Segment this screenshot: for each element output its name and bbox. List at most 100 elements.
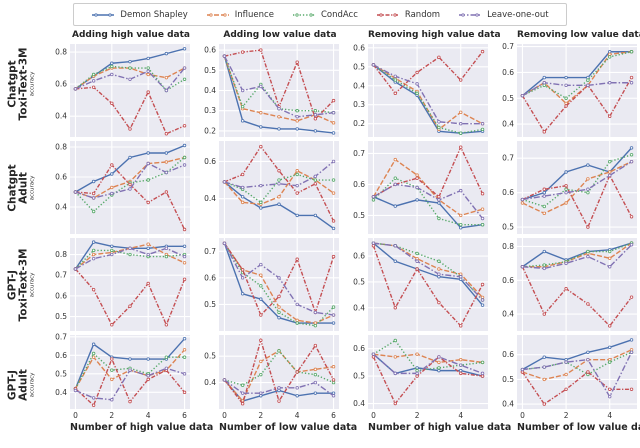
- data-point-demon-shapley: [313, 129, 318, 133]
- data-point-random: [437, 300, 441, 305]
- data-point-condacc: [393, 78, 397, 82]
- data-point-random: [164, 323, 169, 327]
- data-point-leave-one-out: [110, 252, 114, 257]
- data-point-influence: [91, 252, 96, 257]
- subplot-r2-c0: 0.5 0.6 0.7 0.8: [55, 238, 190, 331]
- data-point-demon-shapley: [437, 201, 441, 205]
- data-point-leave-one-out: [480, 298, 485, 302]
- series-line-condacc: [522, 351, 632, 376]
- svg-text:0: 0: [371, 411, 376, 420]
- data-point-random: [459, 78, 463, 82]
- series-line-condacc: [373, 242, 484, 301]
- data-point-leave-one-out: [128, 368, 132, 372]
- data-point-condacc: [331, 380, 336, 385]
- data-point-random: [295, 60, 299, 64]
- svg-text:0.6: 0.6: [353, 344, 365, 353]
- series-line-leave-one-out: [373, 64, 483, 125]
- data-point-leave-one-out: [313, 174, 318, 179]
- svg-text:0.4: 0.4: [353, 399, 365, 408]
- data-point-random: [415, 176, 419, 180]
- svg-text:0.7: 0.7: [353, 149, 365, 158]
- data-point-condacc: [259, 200, 263, 205]
- data-point-condacc: [437, 366, 441, 370]
- data-point-demon-shapley: [91, 179, 96, 184]
- data-point-condacc: [240, 383, 245, 387]
- data-point-demon-shapley: [91, 342, 96, 346]
- data-point-demon-shapley: [110, 244, 114, 248]
- data-point-influence: [608, 256, 612, 260]
- data-point-influence: [437, 360, 441, 365]
- data-point-condacc: [542, 263, 546, 267]
- data-point-random: [295, 191, 299, 195]
- series-line-random: [372, 51, 484, 95]
- series-line-influence: [522, 51, 632, 105]
- data-point-random: [331, 98, 336, 103]
- data-point-random: [393, 401, 397, 406]
- svg-text:0.6: 0.6: [353, 252, 365, 261]
- data-point-leave-one-out: [240, 185, 245, 190]
- data-point-random: [564, 104, 568, 108]
- data-point-random: [629, 215, 634, 219]
- data-point-influence: [331, 365, 336, 369]
- data-point-leave-one-out: [520, 197, 525, 202]
- series-line-random: [521, 371, 632, 406]
- data-point-condacc: [128, 66, 132, 70]
- series-line-demon-shapley: [522, 242, 632, 268]
- legend-line-sample-icon: [459, 12, 482, 17]
- svg-text:0.5: 0.5: [502, 223, 514, 232]
- data-point-influence: [564, 372, 568, 377]
- data-point-demon-shapley: [564, 75, 568, 80]
- data-point-demon-shapley: [277, 202, 281, 206]
- data-point-influence: [164, 75, 169, 80]
- data-point-random: [480, 282, 485, 287]
- series-line-condacc: [373, 64, 483, 134]
- svg-text:0.6: 0.6: [55, 291, 67, 300]
- svg-text:0.2: 0.2: [353, 119, 365, 128]
- data-point-influence: [586, 177, 590, 181]
- legend-item-influence: Influence: [206, 10, 274, 20]
- data-point-condacc: [164, 254, 169, 259]
- svg-text:0.6: 0.6: [55, 351, 67, 360]
- legend-item-leave-one-out: Leave-one-out: [458, 10, 549, 20]
- data-point-leave-one-out: [164, 366, 169, 370]
- subplot-title: Adding low value data: [223, 30, 337, 40]
- data-point-random: [564, 387, 568, 391]
- row-label-chatgpt-adult: Chatgpt Adult accuracy: [1, 139, 43, 236]
- data-point-random: [586, 225, 590, 229]
- data-point-demon-shapley: [91, 240, 96, 244]
- data-point-random: [182, 277, 187, 282]
- data-point-influence: [542, 377, 546, 382]
- data-point-condacc: [480, 360, 485, 365]
- data-point-leave-one-out: [371, 195, 376, 199]
- series-line-leave-one-out: [372, 353, 483, 375]
- series-line-leave-one-out: [522, 351, 633, 399]
- subplot-r0-c3: 0.4 0.5 0.6 0.7: [502, 42, 637, 137]
- legend-item-demon-shapley: Demon Shapley: [91, 9, 188, 20]
- svg-text:0: 0: [222, 411, 227, 420]
- data-point-influence: [393, 355, 397, 359]
- data-point-demon-shapley: [331, 391, 336, 395]
- svg-text:0.6: 0.6: [502, 350, 514, 359]
- data-point-leave-one-out: [259, 84, 263, 89]
- data-point-leave-one-out: [110, 72, 114, 77]
- data-point-leave-one-out: [459, 122, 463, 126]
- data-point-leave-one-out: [437, 120, 441, 124]
- series-line-demon-shapley: [373, 242, 484, 306]
- subplot-r3-c2: 0.4 0.5 0.6 0 2 4: [353, 335, 488, 420]
- data-point-demon-shapley: [240, 119, 245, 123]
- data-point-leave-one-out: [564, 261, 568, 266]
- subplot-r0-c1: 0.2 0.3 0.4 0.5 0.6: [204, 44, 339, 137]
- row-label-line2: Adult: [17, 171, 30, 204]
- data-point-leave-one-out: [164, 246, 169, 251]
- data-point-influence: [277, 195, 281, 199]
- data-point-condacc: [437, 259, 441, 263]
- data-point-leave-one-out: [586, 254, 590, 259]
- data-point-leave-one-out: [222, 378, 227, 382]
- data-point-random: [91, 85, 96, 89]
- legend-label: Demon Shapley: [120, 9, 188, 20]
- x-axis-label: Number of low value data: [517, 422, 640, 433]
- data-point-leave-one-out: [91, 256, 96, 261]
- data-point-random: [91, 287, 96, 292]
- row-label-text: Chatgpt Adult accuracy: [7, 164, 37, 211]
- chart-cell-r0-c2: Removing high value data 0.2 0.3 0.4 0.5 0.6: [341, 29, 501, 139]
